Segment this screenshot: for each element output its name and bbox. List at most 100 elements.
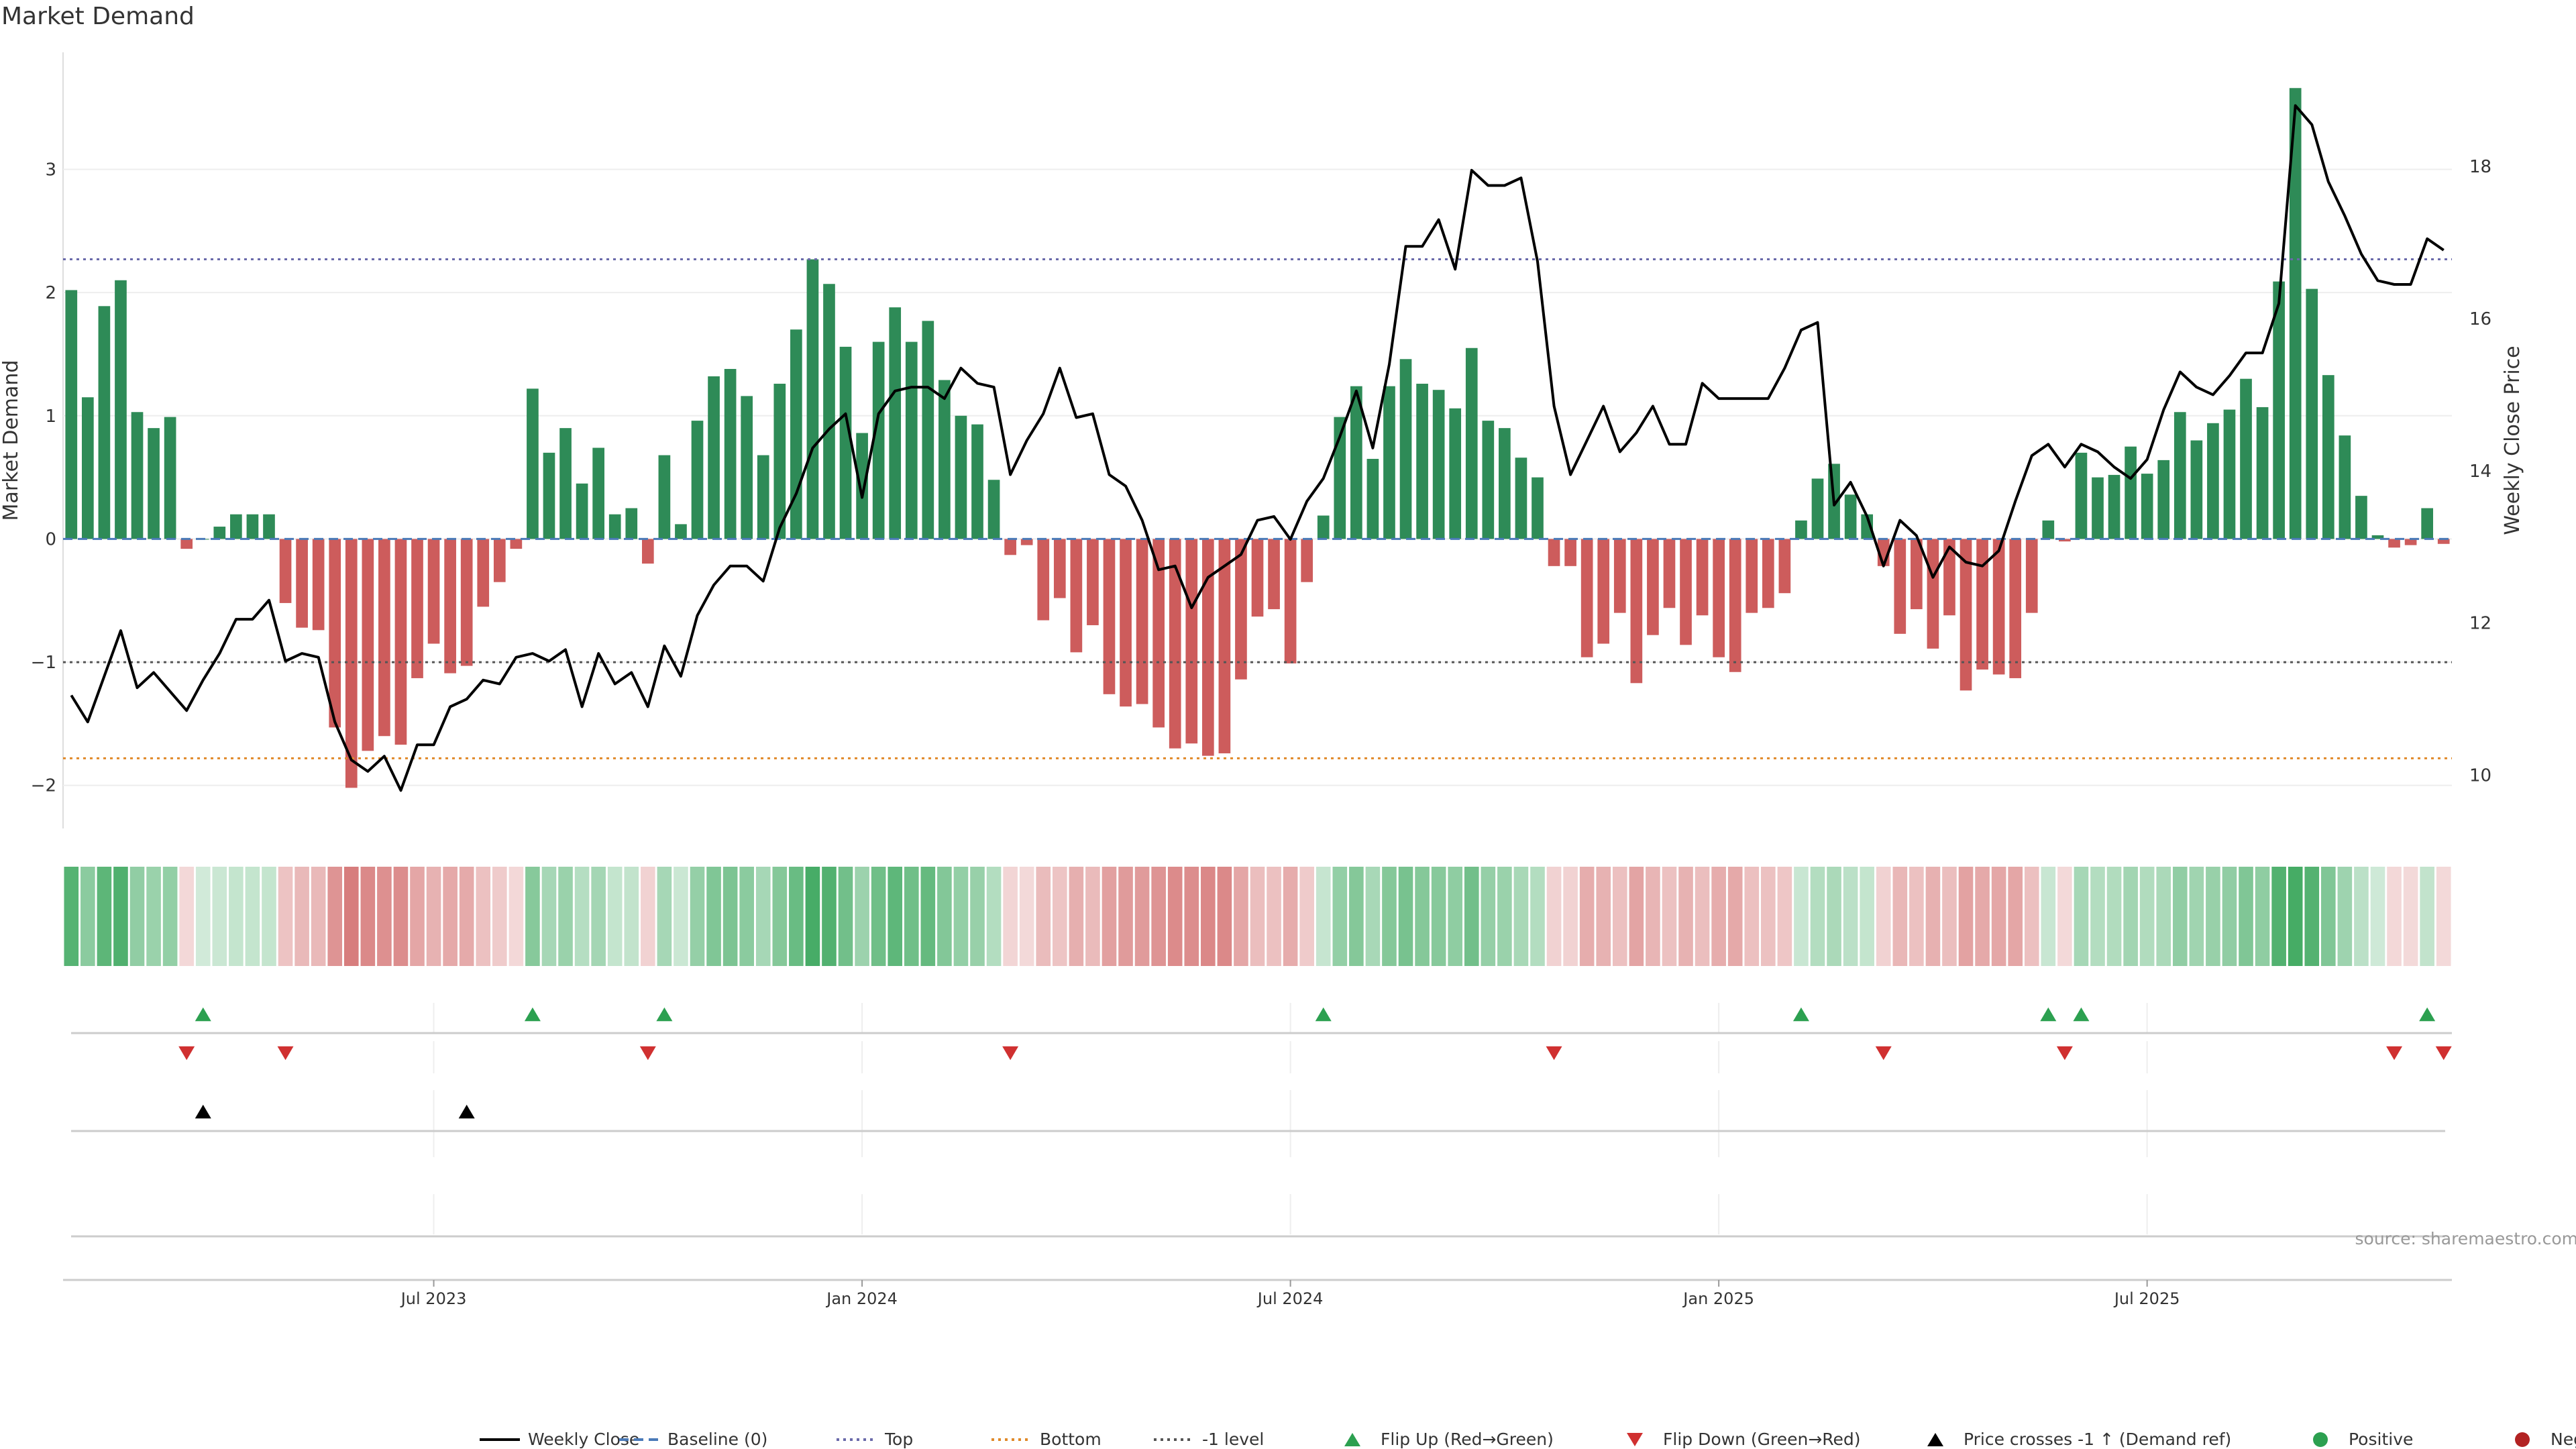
demand-bar bbox=[2157, 460, 2170, 539]
weekly-close-line bbox=[70, 104, 2445, 792]
demand-bar bbox=[790, 329, 802, 539]
demand-heat-cell bbox=[2239, 867, 2253, 966]
demand-heat-cell bbox=[294, 867, 309, 966]
demand-heat-cell bbox=[1711, 867, 1726, 966]
demand-bar bbox=[1350, 386, 1362, 539]
demand-heat-cell bbox=[591, 867, 606, 966]
demand-heat-cell bbox=[1662, 867, 1677, 966]
demand-heat-cell bbox=[1184, 867, 1199, 966]
demand-heat-cell bbox=[1530, 867, 1545, 966]
demand-bar bbox=[806, 259, 819, 539]
demand-bar bbox=[1103, 539, 1116, 694]
demand-bar bbox=[2339, 435, 2351, 539]
demand-bar bbox=[1680, 539, 1692, 645]
demand-bar bbox=[691, 421, 704, 539]
demand-heat-cell bbox=[953, 867, 969, 966]
legend-label: Price crosses -1 ↑ (Demand ref) bbox=[1964, 1430, 2231, 1449]
demand-heat-cell bbox=[2106, 867, 2122, 966]
demand-bar bbox=[576, 483, 588, 539]
demand-bar bbox=[1251, 539, 1264, 617]
demand-bar bbox=[2141, 474, 2153, 539]
demand-heat-cell bbox=[722, 867, 738, 966]
demand-bar bbox=[427, 539, 440, 644]
demand-heat-cell bbox=[607, 867, 623, 966]
demand-bar bbox=[1943, 539, 1955, 616]
demand-bar bbox=[1580, 539, 1593, 657]
demand-heat-cell bbox=[1250, 867, 1265, 966]
demand-bar bbox=[1268, 539, 1280, 610]
demand-heat-cell bbox=[772, 867, 788, 966]
demand-bar bbox=[641, 539, 654, 564]
demand-bar bbox=[148, 428, 160, 539]
demand-heat-cell bbox=[1876, 867, 1891, 966]
demand-heat-cell bbox=[2008, 867, 2023, 966]
demand-heat-cell bbox=[1398, 867, 1413, 966]
demand-bar bbox=[1927, 539, 1939, 649]
demand-heat-cell bbox=[1167, 867, 1183, 966]
flip-up-marker bbox=[1315, 1007, 1332, 1022]
demand-heat-cell bbox=[162, 867, 178, 966]
demand-heat-cell bbox=[2420, 867, 2434, 966]
demand-heat-cell bbox=[2288, 867, 2303, 966]
demand-bar bbox=[1499, 428, 1511, 539]
demand-bar bbox=[1746, 539, 1758, 613]
demand-bar bbox=[1696, 539, 1709, 616]
flip-up-marker bbox=[524, 1007, 541, 1022]
demand-bar bbox=[1532, 477, 1544, 539]
demand-heat-cell bbox=[1579, 867, 1595, 966]
demand-heat-cell bbox=[64, 867, 79, 966]
demand-heat-cell bbox=[360, 867, 376, 966]
demand-bar bbox=[1449, 408, 1462, 539]
demand-heat-cell bbox=[195, 867, 211, 966]
demand-bar bbox=[1037, 539, 1050, 621]
demand-bar bbox=[460, 539, 473, 666]
y2-tick-label: 16 bbox=[2469, 309, 2491, 329]
demand-bar bbox=[2025, 539, 2038, 613]
demand-bar bbox=[2190, 440, 2203, 539]
demand-bar bbox=[938, 380, 951, 539]
demand-bar bbox=[2207, 423, 2219, 539]
y2-tick-label: 10 bbox=[2469, 766, 2491, 786]
demand-bar bbox=[444, 539, 456, 674]
demand-bar bbox=[345, 539, 358, 788]
demand-bar bbox=[1169, 539, 1181, 749]
legend-item: Positive bbox=[2313, 1430, 2413, 1449]
demand-bar bbox=[708, 376, 720, 539]
demand-bar bbox=[741, 396, 753, 539]
demand-heat-cell bbox=[1332, 867, 1348, 966]
demand-bar bbox=[1713, 539, 1725, 657]
demand-heat-cell bbox=[393, 867, 409, 966]
flip-down-marker bbox=[178, 1046, 195, 1061]
demand-heat-cell bbox=[1201, 867, 1216, 966]
demand-heat-cell bbox=[113, 867, 128, 966]
demand-bar bbox=[1136, 539, 1148, 704]
demand-heat-cell bbox=[1860, 867, 1874, 966]
demand-heat-cell bbox=[1909, 867, 1924, 966]
demand-heat-cell bbox=[1102, 867, 1117, 966]
demand-heat-cell bbox=[2139, 867, 2155, 966]
demand-bar bbox=[889, 307, 902, 539]
flip-down-marker bbox=[2386, 1046, 2403, 1061]
demand-heat-cell bbox=[1283, 867, 1298, 966]
demand-bar bbox=[1004, 539, 1016, 555]
demand-bar bbox=[2421, 508, 2434, 539]
demand-bar bbox=[1218, 539, 1231, 753]
legend-circle-icon bbox=[2313, 1432, 2328, 1447]
flip-down-marker bbox=[277, 1046, 294, 1061]
demand-heat-cell bbox=[2222, 867, 2237, 966]
demand-heat-cell bbox=[1777, 867, 1792, 966]
demand-heat-cell bbox=[1596, 867, 1611, 966]
demand-heat-cell bbox=[937, 867, 952, 966]
demand-bar bbox=[2289, 88, 2302, 539]
demand-heat-cell bbox=[1563, 867, 1578, 966]
flip-up-marker bbox=[1792, 1007, 1809, 1022]
demand-heat-cell bbox=[1892, 867, 1908, 966]
demand-bar bbox=[246, 514, 259, 539]
demand-heat-cell bbox=[459, 867, 474, 966]
demand-heat-cell bbox=[1036, 867, 1051, 966]
legend-label: Flip Up (Red→Green) bbox=[1381, 1430, 1554, 1449]
demand-heat-cell bbox=[1316, 867, 1331, 966]
demand-bar bbox=[1778, 539, 1791, 594]
demand-heat-cell bbox=[2304, 867, 2320, 966]
